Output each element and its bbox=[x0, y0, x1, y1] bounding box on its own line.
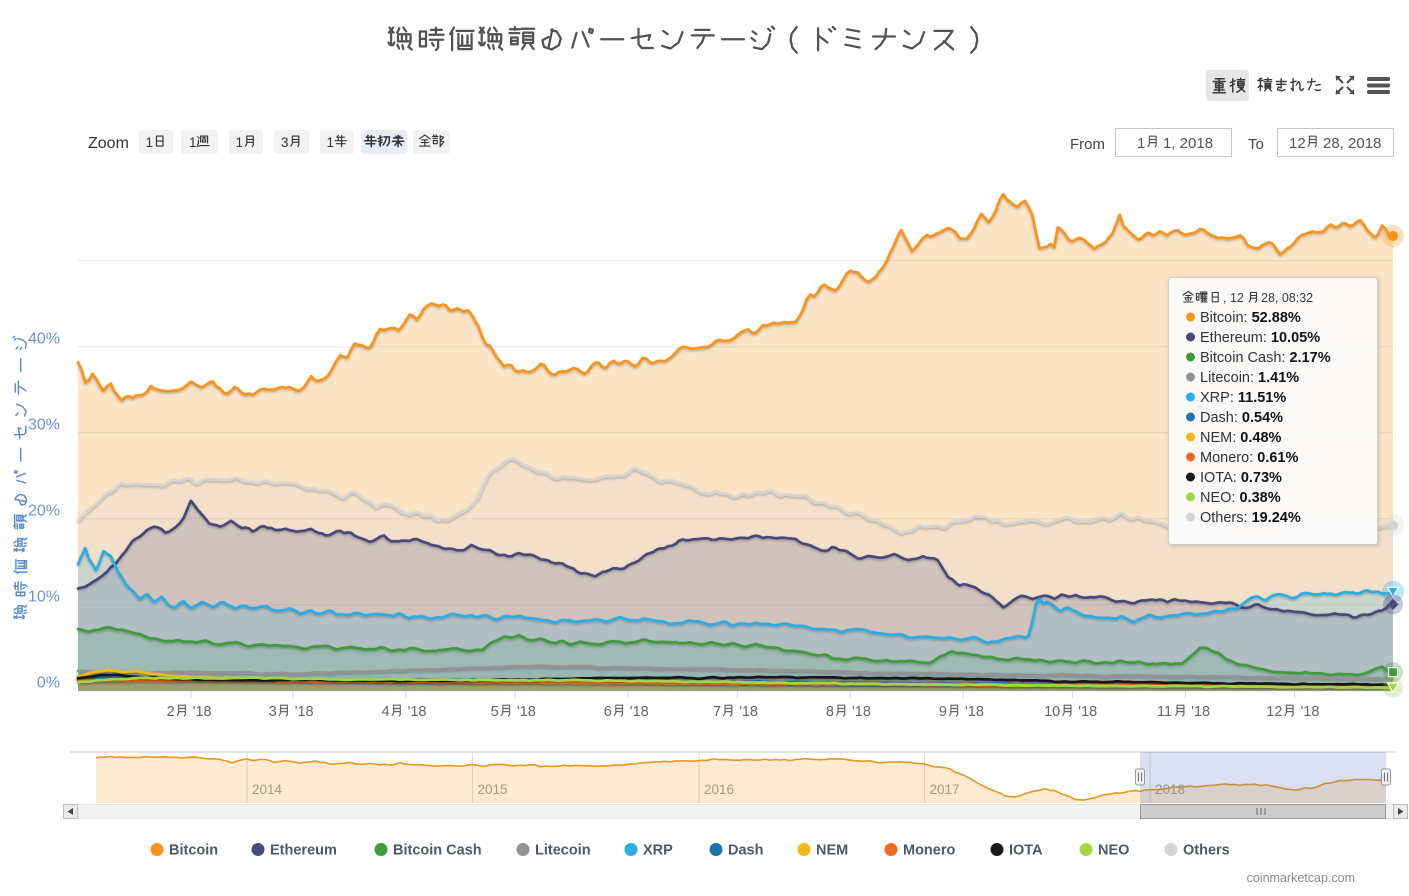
svg-text:NEO: NEO bbox=[1098, 843, 1129, 859]
svg-text:1: 1 bbox=[327, 135, 335, 150]
svg-text:2: 2 bbox=[167, 704, 175, 720]
svg-text:12: 12 bbox=[1289, 135, 1306, 152]
svg-text:4: 4 bbox=[382, 704, 390, 720]
svg-text:Zoom: Zoom bbox=[88, 135, 129, 152]
svg-text:'18: '18 bbox=[1078, 704, 1097, 720]
svg-text:11: 11 bbox=[1157, 704, 1172, 720]
svg-text:'18: '18 bbox=[517, 704, 536, 720]
svg-text:NEO: 0.38%: NEO: 0.38% bbox=[1200, 490, 1281, 506]
svg-text:3: 3 bbox=[269, 704, 277, 720]
svg-text:Others: Others bbox=[1183, 843, 1230, 859]
svg-text:IOTA: 0.73%: IOTA: 0.73% bbox=[1200, 470, 1282, 486]
svg-text:7: 7 bbox=[713, 704, 721, 720]
svg-text:Dash: 0.54%: Dash: 0.54% bbox=[1200, 410, 1283, 426]
svg-text:Litecoin: 1.41%: Litecoin: 1.41% bbox=[1200, 370, 1299, 386]
svg-text:0%: 0% bbox=[37, 674, 60, 691]
svg-text:10: 10 bbox=[1044, 704, 1060, 720]
svg-text:Ethereum: Ethereum bbox=[270, 843, 337, 859]
svg-text:2015: 2015 bbox=[478, 782, 508, 797]
svg-text:, 12: , 12 bbox=[1223, 291, 1244, 305]
svg-text:Monero: Monero bbox=[903, 843, 956, 859]
svg-text:2018: 2018 bbox=[1155, 782, 1185, 797]
svg-text:40%: 40% bbox=[28, 330, 60, 347]
svg-text:3: 3 bbox=[281, 135, 289, 150]
svg-text:2017: 2017 bbox=[930, 782, 960, 797]
svg-text:1: 1 bbox=[189, 135, 197, 150]
svg-text:1: 1 bbox=[146, 135, 154, 150]
svg-text:28, 08:32: 28, 08:32 bbox=[1261, 291, 1313, 305]
svg-text:'18: '18 bbox=[965, 704, 984, 720]
svg-text:To: To bbox=[1248, 136, 1264, 153]
svg-text:Bitcoin: 52.88%: Bitcoin: 52.88% bbox=[1200, 310, 1301, 326]
svg-text:2014: 2014 bbox=[252, 782, 283, 797]
svg-text:1, 2018: 1, 2018 bbox=[1163, 135, 1213, 152]
svg-text:5: 5 bbox=[491, 704, 499, 720]
svg-text:Bitcoin Cash: 2.17%: Bitcoin Cash: 2.17% bbox=[1200, 350, 1331, 366]
svg-text:coinmarketcap.com: coinmarketcap.com bbox=[1247, 871, 1355, 885]
svg-text:Bitcoin Cash: Bitcoin Cash bbox=[393, 843, 482, 859]
svg-text:10%: 10% bbox=[28, 588, 60, 605]
svg-text:'18: '18 bbox=[739, 704, 758, 720]
svg-text:'18: '18 bbox=[408, 704, 427, 720]
svg-text:2016: 2016 bbox=[704, 782, 734, 797]
svg-text:12: 12 bbox=[1266, 704, 1282, 720]
svg-text:9: 9 bbox=[939, 704, 947, 720]
svg-text:From: From bbox=[1070, 136, 1105, 153]
svg-text:'18: '18 bbox=[1301, 704, 1320, 720]
svg-text:20%: 20% bbox=[28, 502, 60, 519]
svg-text:NEM: 0.48%: NEM: 0.48% bbox=[1200, 430, 1282, 446]
svg-text:'18: '18 bbox=[630, 704, 649, 720]
svg-text:XRP: XRP bbox=[643, 843, 673, 859]
svg-text:Litecoin: Litecoin bbox=[535, 843, 591, 859]
svg-text:8: 8 bbox=[826, 704, 834, 720]
svg-text:IOTA: IOTA bbox=[1009, 843, 1043, 859]
svg-text:'18: '18 bbox=[295, 704, 314, 720]
svg-text:6: 6 bbox=[604, 704, 612, 720]
svg-text:1: 1 bbox=[236, 135, 244, 150]
svg-text:30%: 30% bbox=[28, 416, 60, 433]
svg-text:Dash: Dash bbox=[728, 843, 763, 859]
svg-text:'18: '18 bbox=[852, 704, 871, 720]
svg-text:'18: '18 bbox=[193, 704, 212, 720]
svg-text:NEM: NEM bbox=[816, 843, 848, 859]
svg-text:1: 1 bbox=[1137, 135, 1145, 152]
svg-text:Ethereum: 10.05%: Ethereum: 10.05% bbox=[1200, 330, 1320, 346]
svg-text:'18: '18 bbox=[1191, 704, 1210, 720]
svg-text:Others: 19.24%: Others: 19.24% bbox=[1200, 510, 1301, 526]
svg-text:Monero: 0.61%: Monero: 0.61% bbox=[1200, 450, 1298, 466]
svg-text:28, 2018: 28, 2018 bbox=[1323, 135, 1381, 152]
svg-text:XRP: 11.51%: XRP: 11.51% bbox=[1200, 390, 1286, 406]
svg-text:Bitcoin: Bitcoin bbox=[169, 843, 218, 859]
